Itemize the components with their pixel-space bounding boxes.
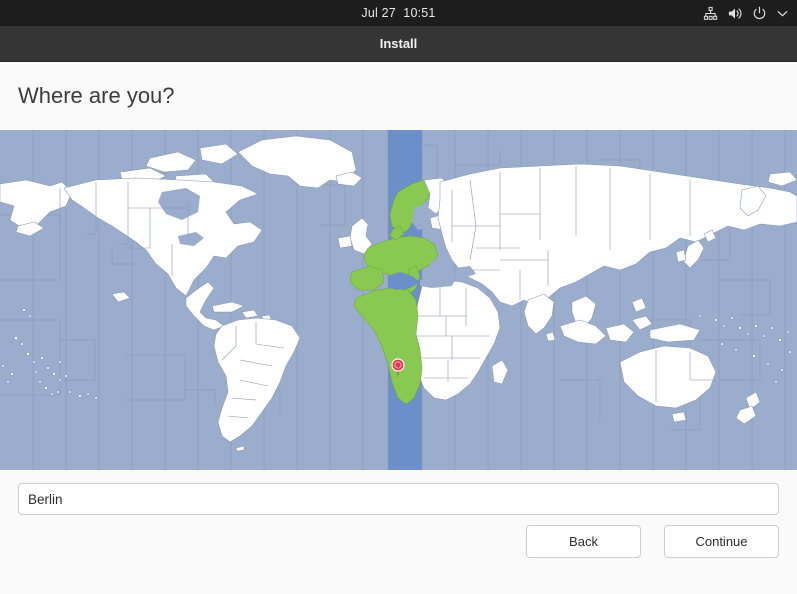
land-ireland [337,235,353,249]
africa-internal-borders [416,282,490,382]
land-chukotka [767,171,797,187]
land-japan [683,239,705,269]
land-central-america [185,281,225,331]
land-africa-highlighted [353,287,423,405]
baltic-sea [412,204,430,230]
land-borneo [605,323,635,343]
land-sri-lanka [545,331,556,342]
land-new-zealand-south [735,405,757,425]
timezone-map[interactable]: .ocean { fill:#9badcd; } .band { fill:#6… [0,130,797,470]
world-map-graphic: .ocean { fill:#9badcd; } .band { fill:#6… [0,130,797,470]
land-alaska [0,179,73,229]
great-lakes [178,232,204,246]
power-icon[interactable] [752,6,767,21]
land-north-america [63,177,263,297]
land-philippines [631,297,647,313]
black-sea [430,258,452,270]
land-arctic-1 [145,151,197,173]
volume-icon[interactable] [727,6,743,21]
clock[interactable]: Jul 27 10:51 [361,6,436,20]
bottom-panel: Back Continue [0,470,797,594]
location-input[interactable] [18,483,779,515]
eurasia-internal-borders [451,166,691,300]
land-aleutians [15,221,45,237]
land-new-guinea [649,323,701,343]
arctic-band-water [388,130,422,180]
land-arctic-2 [199,143,239,165]
land-korea [675,249,687,263]
window-title-bar: Install [0,26,797,62]
mediterranean-east [420,276,456,288]
na-internal-borders [59,182,189,276]
land-india [523,293,555,335]
land-australia [619,345,717,409]
australia-borders [655,350,716,402]
land-oceania-islands [698,314,792,384]
land-cuba [211,301,245,313]
land-madagascar [491,359,509,385]
land-falklands [235,445,245,452]
land-kamchatka [739,185,767,217]
page-title: Where are you? [18,83,175,108]
land-new-zealand-north [745,391,761,411]
footer-buttons: Back Continue [526,525,779,558]
mediterranean-west [388,272,420,290]
land-sumatra-java [559,319,607,345]
land-denmark-highlighted [389,225,405,241]
chevron-down-icon[interactable] [776,7,789,20]
land-hokkaido [703,229,717,243]
land-baja [111,291,131,303]
land-sulawesi [631,315,653,331]
land-iberia-highlighted [349,265,385,291]
window-title: Install [379,36,418,51]
land-south-america [213,317,301,443]
system-top-bar: Jul 27 10:51 [0,0,797,26]
land-eurasia [437,163,797,307]
network-icon[interactable] [703,6,718,21]
land-hispaniola [241,309,259,319]
caspian-sea [455,266,476,278]
heading-area: Where are you? [0,62,797,130]
land-tasmania [671,411,687,423]
sa-internal-borders [221,322,285,419]
hudson-bay [158,188,200,220]
land-iceland [335,171,363,187]
back-button[interactable]: Back [526,525,641,558]
land-pacific-islands [1,308,98,400]
system-tray [703,0,789,26]
continue-button[interactable]: Continue [664,525,779,558]
